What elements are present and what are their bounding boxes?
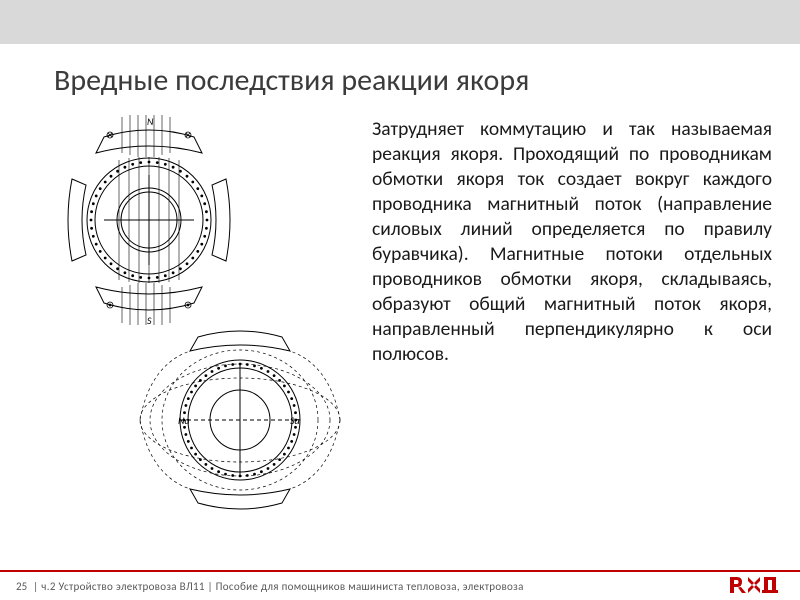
- footer: 25 | ч.2 Устройство электровоза ВЛ11 | П…: [0, 570, 800, 600]
- rzd-logo-icon: [728, 574, 782, 596]
- label-n: N: [147, 115, 154, 128]
- label-na: Nа: [178, 414, 190, 427]
- armature-diagram-self-field: Nа Sа: [120, 315, 360, 525]
- header-bar: [0, 0, 800, 44]
- page-number: 25: [16, 580, 27, 593]
- label-sa: Sа: [290, 414, 300, 427]
- page-title: Вредные последствия реакции якоря: [0, 44, 800, 99]
- body-text: Затрудняет коммутацию и так называемая р…: [372, 115, 772, 367]
- diagram-column: N S: [20, 115, 372, 367]
- armature-diagram-vertical: N S: [44, 115, 254, 325]
- footer-text: | ч.2 Устройство электровоза ВЛ11 | Посо…: [33, 580, 524, 593]
- content-row: N S: [0, 99, 800, 367]
